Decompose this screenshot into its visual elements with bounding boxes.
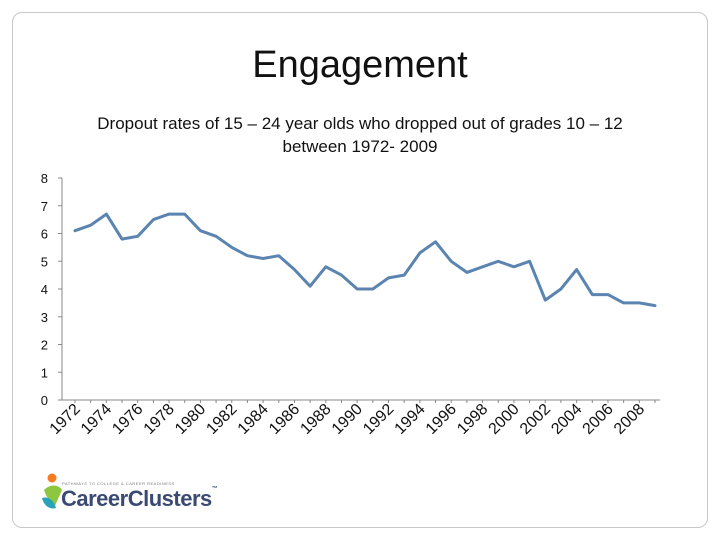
x-tick-label: 1974 bbox=[78, 401, 115, 438]
y-tick-label: 8 bbox=[41, 171, 48, 186]
slide-frame bbox=[12, 12, 708, 528]
x-tick-label: 1982 bbox=[203, 401, 240, 438]
logo-tagline: PATHWAYS TO COLLEGE & CAREER READINESS bbox=[62, 481, 175, 486]
y-tick-label: 0 bbox=[41, 393, 48, 408]
y-tick-label: 3 bbox=[41, 310, 48, 325]
x-tick-label: 1978 bbox=[141, 401, 178, 438]
x-tick-label: 1992 bbox=[360, 401, 397, 438]
x-tick-label: 2006 bbox=[580, 401, 617, 438]
y-tick-label: 1 bbox=[41, 365, 48, 380]
x-tick-label: 2008 bbox=[611, 401, 648, 438]
y-tick-label: 4 bbox=[41, 282, 48, 297]
x-tick-label: 1980 bbox=[172, 401, 209, 438]
series-line bbox=[73, 212, 657, 308]
career-clusters-logo-icon bbox=[42, 473, 62, 509]
x-tick-label: 1986 bbox=[266, 401, 303, 438]
y-tick-label: 6 bbox=[41, 227, 48, 242]
logo-name: CareerClusters bbox=[61, 486, 212, 511]
x-tick-label: 1998 bbox=[454, 401, 491, 438]
x-tick-label: 1976 bbox=[109, 401, 146, 438]
chart-title: Dropout rates of 15 – 24 year olds who d… bbox=[97, 114, 623, 156]
logo-trademark: ™ bbox=[211, 486, 218, 492]
x-tick-label: 2004 bbox=[548, 401, 585, 438]
y-tick-label: 5 bbox=[41, 254, 48, 269]
x-tick-label: 1984 bbox=[235, 401, 272, 438]
y-tick-label: 7 bbox=[41, 199, 48, 214]
x-tick-label: 2002 bbox=[517, 401, 554, 438]
slide-heading: Engagement bbox=[252, 44, 468, 86]
x-tick-label: 1994 bbox=[392, 401, 429, 438]
x-tick-label: 2000 bbox=[486, 401, 523, 438]
y-tick-label: 2 bbox=[41, 338, 48, 353]
x-tick-label: 1996 bbox=[423, 401, 460, 438]
x-tick-label: 1972 bbox=[47, 401, 84, 438]
x-tick-label: 1990 bbox=[329, 401, 366, 438]
logo-wordmark: CareerClusters™ bbox=[61, 486, 218, 512]
x-tick-label: 1988 bbox=[297, 401, 334, 438]
